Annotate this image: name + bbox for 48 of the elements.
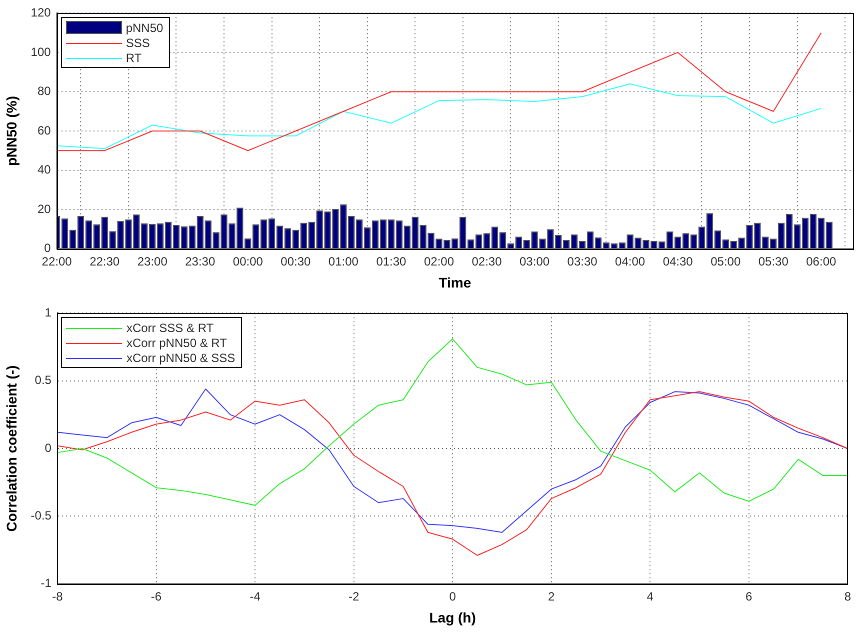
- legend-label: SSS: [126, 36, 150, 50]
- x-tick-label: 05:00: [710, 254, 741, 268]
- x-tick-label: -4: [250, 589, 261, 604]
- x-tick-label: 6: [746, 589, 753, 604]
- x-tick-label: 2: [548, 589, 555, 604]
- x-tick-label: 00:30: [280, 254, 312, 268]
- x-tick-label: 8: [844, 589, 852, 604]
- y-tick-label: 60: [37, 123, 52, 138]
- x-tick-label: 04:30: [662, 254, 694, 268]
- x-tick-label: 23:30: [185, 254, 216, 268]
- y-tick-label: 1: [44, 306, 52, 320]
- x-tick-label: 02:30: [472, 254, 502, 268]
- y-tick-label: -0.5: [30, 508, 52, 522]
- x-tick-label: 00:00: [232, 254, 264, 268]
- x-tick-label: 01:00: [328, 254, 359, 268]
- x-tick-label: 05:30: [758, 254, 789, 268]
- y-axis-title: pNN50 (%): [3, 96, 20, 166]
- x-tick-label: 06:00: [806, 254, 836, 268]
- x-tick-label: 01:30: [376, 254, 407, 268]
- x-axis-title: Time: [438, 274, 472, 290]
- x-tick-label: 23:00: [137, 254, 168, 268]
- x-tick-label: 22:30: [90, 254, 120, 268]
- y-tick-label: 120: [30, 6, 52, 20]
- legend-label: pNN50: [126, 20, 164, 35]
- x-tick-label: 4: [646, 589, 654, 604]
- y-axis-title: Correlation coefficient (-): [3, 365, 20, 532]
- y-tick-label: 80: [37, 84, 52, 98]
- x-tick-label: 0: [449, 589, 456, 604]
- x-tick-label: -6: [150, 589, 162, 604]
- x-tick-label: 02:00: [424, 254, 454, 268]
- x-tick-label: 04:00: [615, 254, 646, 268]
- x-tick-label: -8: [52, 589, 64, 604]
- y-tick-label: 100: [30, 44, 52, 59]
- x-tick-label: 22:00: [42, 254, 72, 268]
- y-tick-label: -1: [40, 576, 52, 590]
- y-tick-label: 40: [37, 162, 52, 177]
- x-axis-title: Lag (h): [429, 609, 476, 626]
- legend-label: xCorr pNN50 & RT: [126, 336, 227, 350]
- legend-label: RT: [126, 50, 142, 65]
- legend-label: xCorr pNN50 & SSS: [126, 350, 236, 365]
- y-tick-label: 20: [37, 202, 52, 216]
- x-tick-label: 03:00: [520, 254, 550, 268]
- x-tick-label: -2: [348, 589, 360, 604]
- x-tick-label: 03:30: [567, 254, 598, 268]
- legend-label: xCorr SSS & RT: [126, 320, 214, 335]
- y-tick-label: 0: [44, 440, 52, 455]
- y-tick-label: 0.5: [34, 373, 52, 388]
- y-tick-label: 0: [44, 241, 52, 256]
